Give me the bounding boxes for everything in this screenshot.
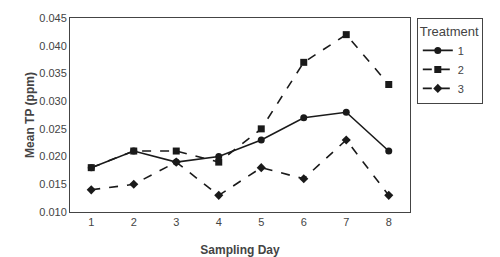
svg-text:1: 1: [88, 216, 94, 228]
svg-text:0.030: 0.030: [39, 95, 67, 107]
svg-text:2: 2: [458, 64, 464, 76]
svg-text:3: 3: [458, 83, 464, 95]
svg-text:0.015: 0.015: [39, 178, 67, 190]
svg-text:Mean TP (ppm): Mean TP (ppm): [23, 72, 37, 158]
svg-text:5: 5: [258, 216, 264, 228]
svg-text:Treatment: Treatment: [420, 24, 479, 39]
svg-text:2: 2: [131, 216, 137, 228]
svg-text:3: 3: [173, 216, 179, 228]
svg-text:0.010: 0.010: [39, 206, 67, 218]
svg-text:0.025: 0.025: [39, 123, 67, 135]
svg-text:0.020: 0.020: [39, 150, 67, 162]
svg-text:Sampling Day: Sampling Day: [200, 243, 280, 257]
svg-text:0.040: 0.040: [39, 40, 67, 52]
svg-text:0.045: 0.045: [39, 12, 67, 24]
svg-text:8: 8: [386, 216, 392, 228]
svg-text:4: 4: [216, 216, 222, 228]
svg-text:0.035: 0.035: [39, 67, 67, 79]
svg-text:1: 1: [458, 45, 464, 57]
svg-text:6: 6: [301, 216, 307, 228]
svg-text:7: 7: [343, 216, 349, 228]
